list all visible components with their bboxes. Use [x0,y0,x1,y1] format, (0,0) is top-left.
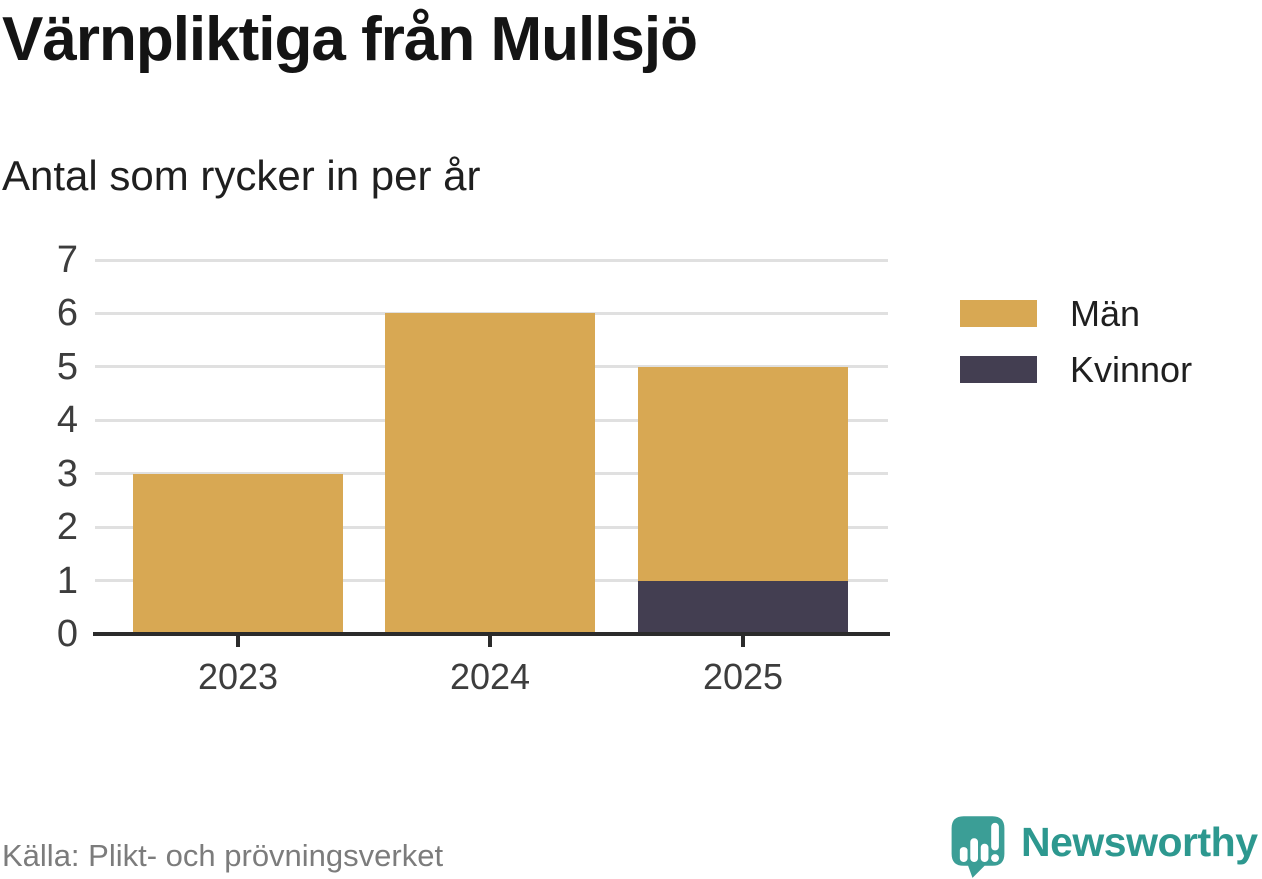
legend-item-kvinnor: Kvinnor [960,349,1192,390]
x-axis-line [93,632,890,636]
bar-2024 [385,260,595,634]
brand-name: Newsworthy [1021,818,1258,865]
x-tick-label-2023: 2023 [197,656,279,697]
source-note: Källa: Plikt- och prövningsverket [2,838,444,873]
brand-lockup: Newsworthy [945,813,1258,879]
y-axis: 0 1 2 3 4 5 6 7 [0,241,78,653]
y-tick-label-0: 0 [56,613,78,655]
y-tick-label-2: 2 [56,506,78,549]
legend-label-män: Män [1070,292,1141,334]
x-tick-2024 [488,636,492,647]
x-tick-2025 [741,636,745,647]
page-title: Värnpliktiga från Mullsjö [2,5,698,74]
y-tick-label-6: 6 [56,292,78,335]
bar-segment-2025-Män [638,366,848,581]
bar-segment-2024-Män [385,313,595,634]
y-tick-label-3: 3 [56,452,78,495]
x-tick-label-2024: 2024 [449,656,531,697]
y-tick-label-4: 4 [56,399,78,442]
gridline-y-7 [95,258,888,262]
plot-area [95,258,888,634]
y-tick-label-7: 7 [56,239,78,281]
bar-segment-2023-Män [133,473,343,634]
newsworthy-logo-icon [951,816,1005,878]
legend-swatch-kvinnor [960,356,1037,383]
gridline-y-6 [95,311,888,315]
bar-segment-2025-Kvinnor [638,580,848,634]
y-tick-label-1: 1 [56,559,78,602]
x-tick-label-2025: 2025 [702,656,784,697]
legend-label-kvinnor: Kvinnor [1070,348,1193,390]
y-tick-label-5: 5 [56,345,78,388]
chart-subtitle: Antal som rycker in per år [2,152,481,199]
x-tick-2023 [236,636,240,647]
bar-2025 [638,260,848,634]
legend-swatch-män [960,300,1037,327]
bar-2023 [133,260,343,634]
chart-legend: Män Kvinnor [960,293,1192,390]
legend-item-män: Män [960,293,1192,334]
